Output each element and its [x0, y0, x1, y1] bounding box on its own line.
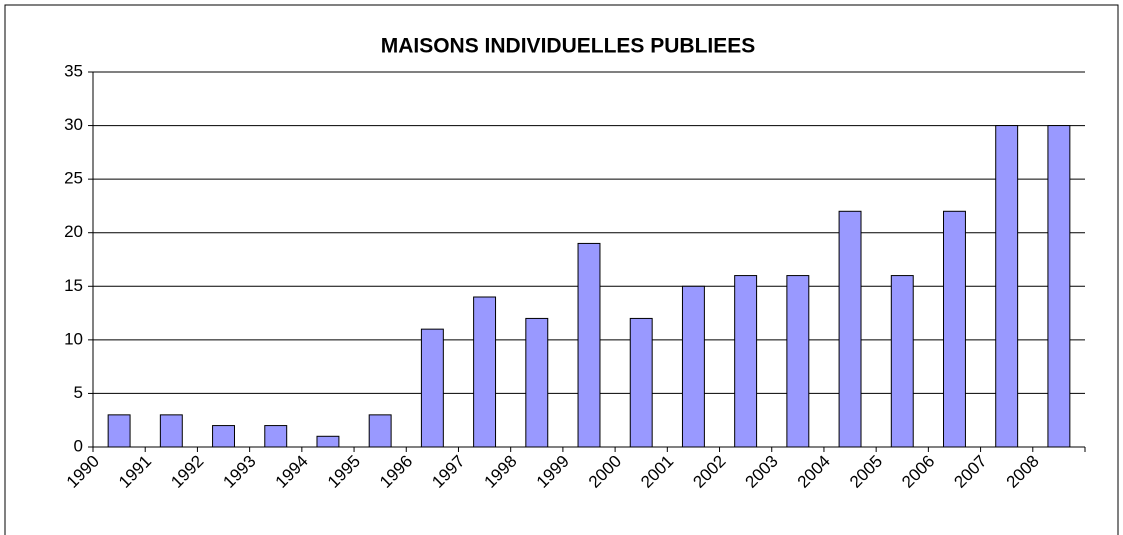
- bar: [316, 435, 340, 448]
- x-tick-label: 2005: [846, 452, 886, 492]
- bar: [734, 275, 758, 448]
- bar: [838, 210, 862, 448]
- x-tick-label: 2008: [1003, 452, 1043, 492]
- x-tick-label: 1998: [481, 452, 521, 492]
- x-tick-label: 1990: [63, 452, 103, 492]
- x-tick-label: 1994: [272, 452, 312, 492]
- bar: [943, 210, 966, 448]
- y-tick-label: 0: [74, 436, 83, 455]
- bar: [890, 275, 914, 448]
- bar: [629, 317, 653, 448]
- x-tick-label: 1995: [324, 452, 364, 492]
- bar: [368, 414, 392, 448]
- x-tick-label: 1997: [428, 452, 468, 492]
- bar: [577, 242, 601, 448]
- x-tick-label: 2000: [585, 452, 625, 492]
- x-tick-label: 1993: [219, 452, 259, 492]
- bar: [264, 425, 288, 448]
- chart-title: MAISONS INDIVIDUELLES PUBLIEES: [381, 35, 756, 58]
- bar: [995, 125, 1019, 448]
- bar: [159, 414, 183, 448]
- y-tick-label: 20: [64, 222, 83, 241]
- x-tick-label: 2002: [689, 452, 729, 492]
- x-tick-label: 2007: [950, 452, 990, 492]
- y-tick-label: 30: [64, 115, 83, 134]
- bar: [786, 275, 810, 448]
- x-tick-label: 1992: [167, 452, 207, 492]
- y-tick-label: 15: [64, 276, 83, 295]
- x-tick-label: 2001: [637, 452, 677, 492]
- y-tick-label: 25: [64, 169, 83, 188]
- y-tick-label: 5: [74, 383, 83, 402]
- bar: [212, 425, 235, 448]
- bar: [473, 296, 497, 448]
- bar: [525, 317, 549, 448]
- x-tick-label: 2006: [898, 452, 938, 492]
- bar: [107, 414, 131, 448]
- x-tick-label: 2004: [794, 452, 834, 492]
- chart-border: [4, 4, 1119, 535]
- x-tick-label: 1991: [115, 452, 155, 492]
- y-tick-label: 10: [64, 329, 83, 348]
- y-tick-label: 35: [64, 61, 83, 80]
- bar: [420, 328, 444, 448]
- x-tick-label: 1996: [376, 452, 416, 492]
- x-tick-label: 1999: [533, 452, 573, 492]
- bar: [681, 285, 705, 448]
- bar: [1047, 125, 1071, 448]
- x-tick-label: 2003: [742, 452, 782, 492]
